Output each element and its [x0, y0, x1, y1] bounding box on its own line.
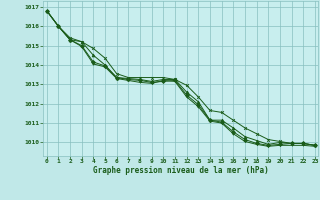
X-axis label: Graphe pression niveau de la mer (hPa): Graphe pression niveau de la mer (hPa)	[93, 166, 269, 175]
